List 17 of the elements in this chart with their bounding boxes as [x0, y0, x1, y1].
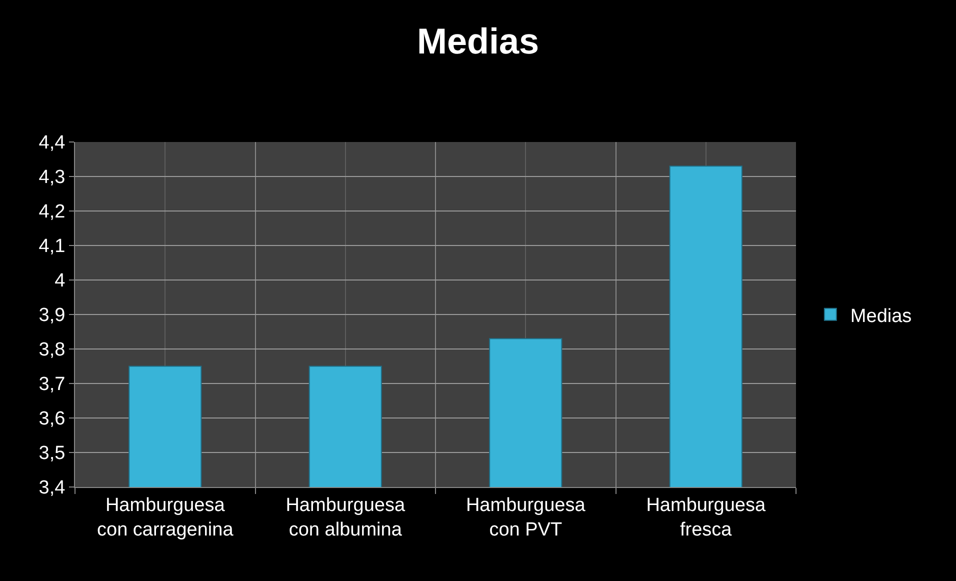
chart-title: Medias [416, 20, 540, 62]
y-tick-label: 4,1 [38, 236, 66, 258]
y-tick-label: 3,8 [38, 340, 66, 361]
x-tick-label: Hamburguesa con carragenina [96, 494, 234, 540]
y-tick-label: 4,4 [38, 132, 66, 154]
y-tick-label: 4,3 [38, 167, 66, 188]
y-tick-label: 4 [54, 270, 66, 292]
y-tick-label: 3,4 [38, 478, 66, 499]
y-tick-label: 3,7 [38, 374, 66, 396]
y-tick-label: 3,9 [38, 305, 66, 326]
legend-label: Medias [850, 306, 912, 327]
y-tick-label: 4,2 [38, 202, 66, 223]
y-tick-label: 3,6 [38, 408, 66, 430]
x-tick-label: Hamburguesa fresca [646, 494, 766, 540]
y-tick-label: 3,5 [38, 443, 66, 464]
x-tick-label: Hamburguesa con PVT [466, 494, 586, 540]
x-tick-label: Hamburguesa con albumina [286, 494, 406, 540]
